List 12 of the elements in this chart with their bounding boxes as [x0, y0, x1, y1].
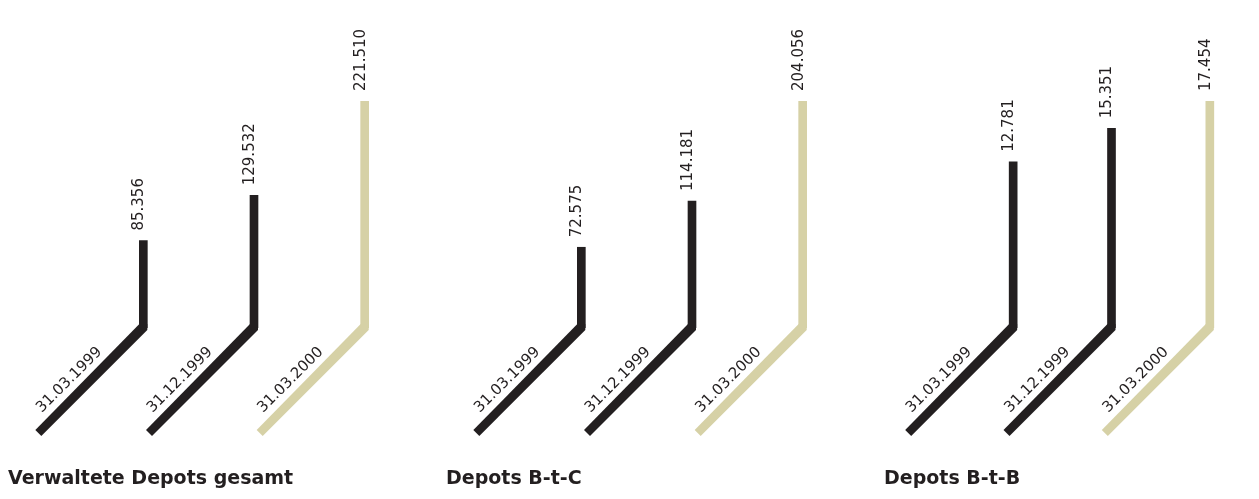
text: Depots B-t-C	[446, 466, 582, 488]
data-label: 17.454	[1195, 38, 1214, 91]
text: Verwaltete Depots gesamt	[8, 466, 294, 488]
data-label: 204.056	[788, 28, 807, 91]
text: Depots B-t-B	[884, 466, 1021, 488]
data-label: 114.181	[677, 128, 696, 191]
data-label: 85.356	[129, 178, 148, 231]
data-label: 221.510	[350, 28, 369, 91]
data-label: 129.532	[239, 123, 258, 186]
data-label: 72.575	[567, 184, 586, 238]
data-label: 12.781	[999, 99, 1018, 152]
data-label: 15.351	[1097, 65, 1116, 119]
